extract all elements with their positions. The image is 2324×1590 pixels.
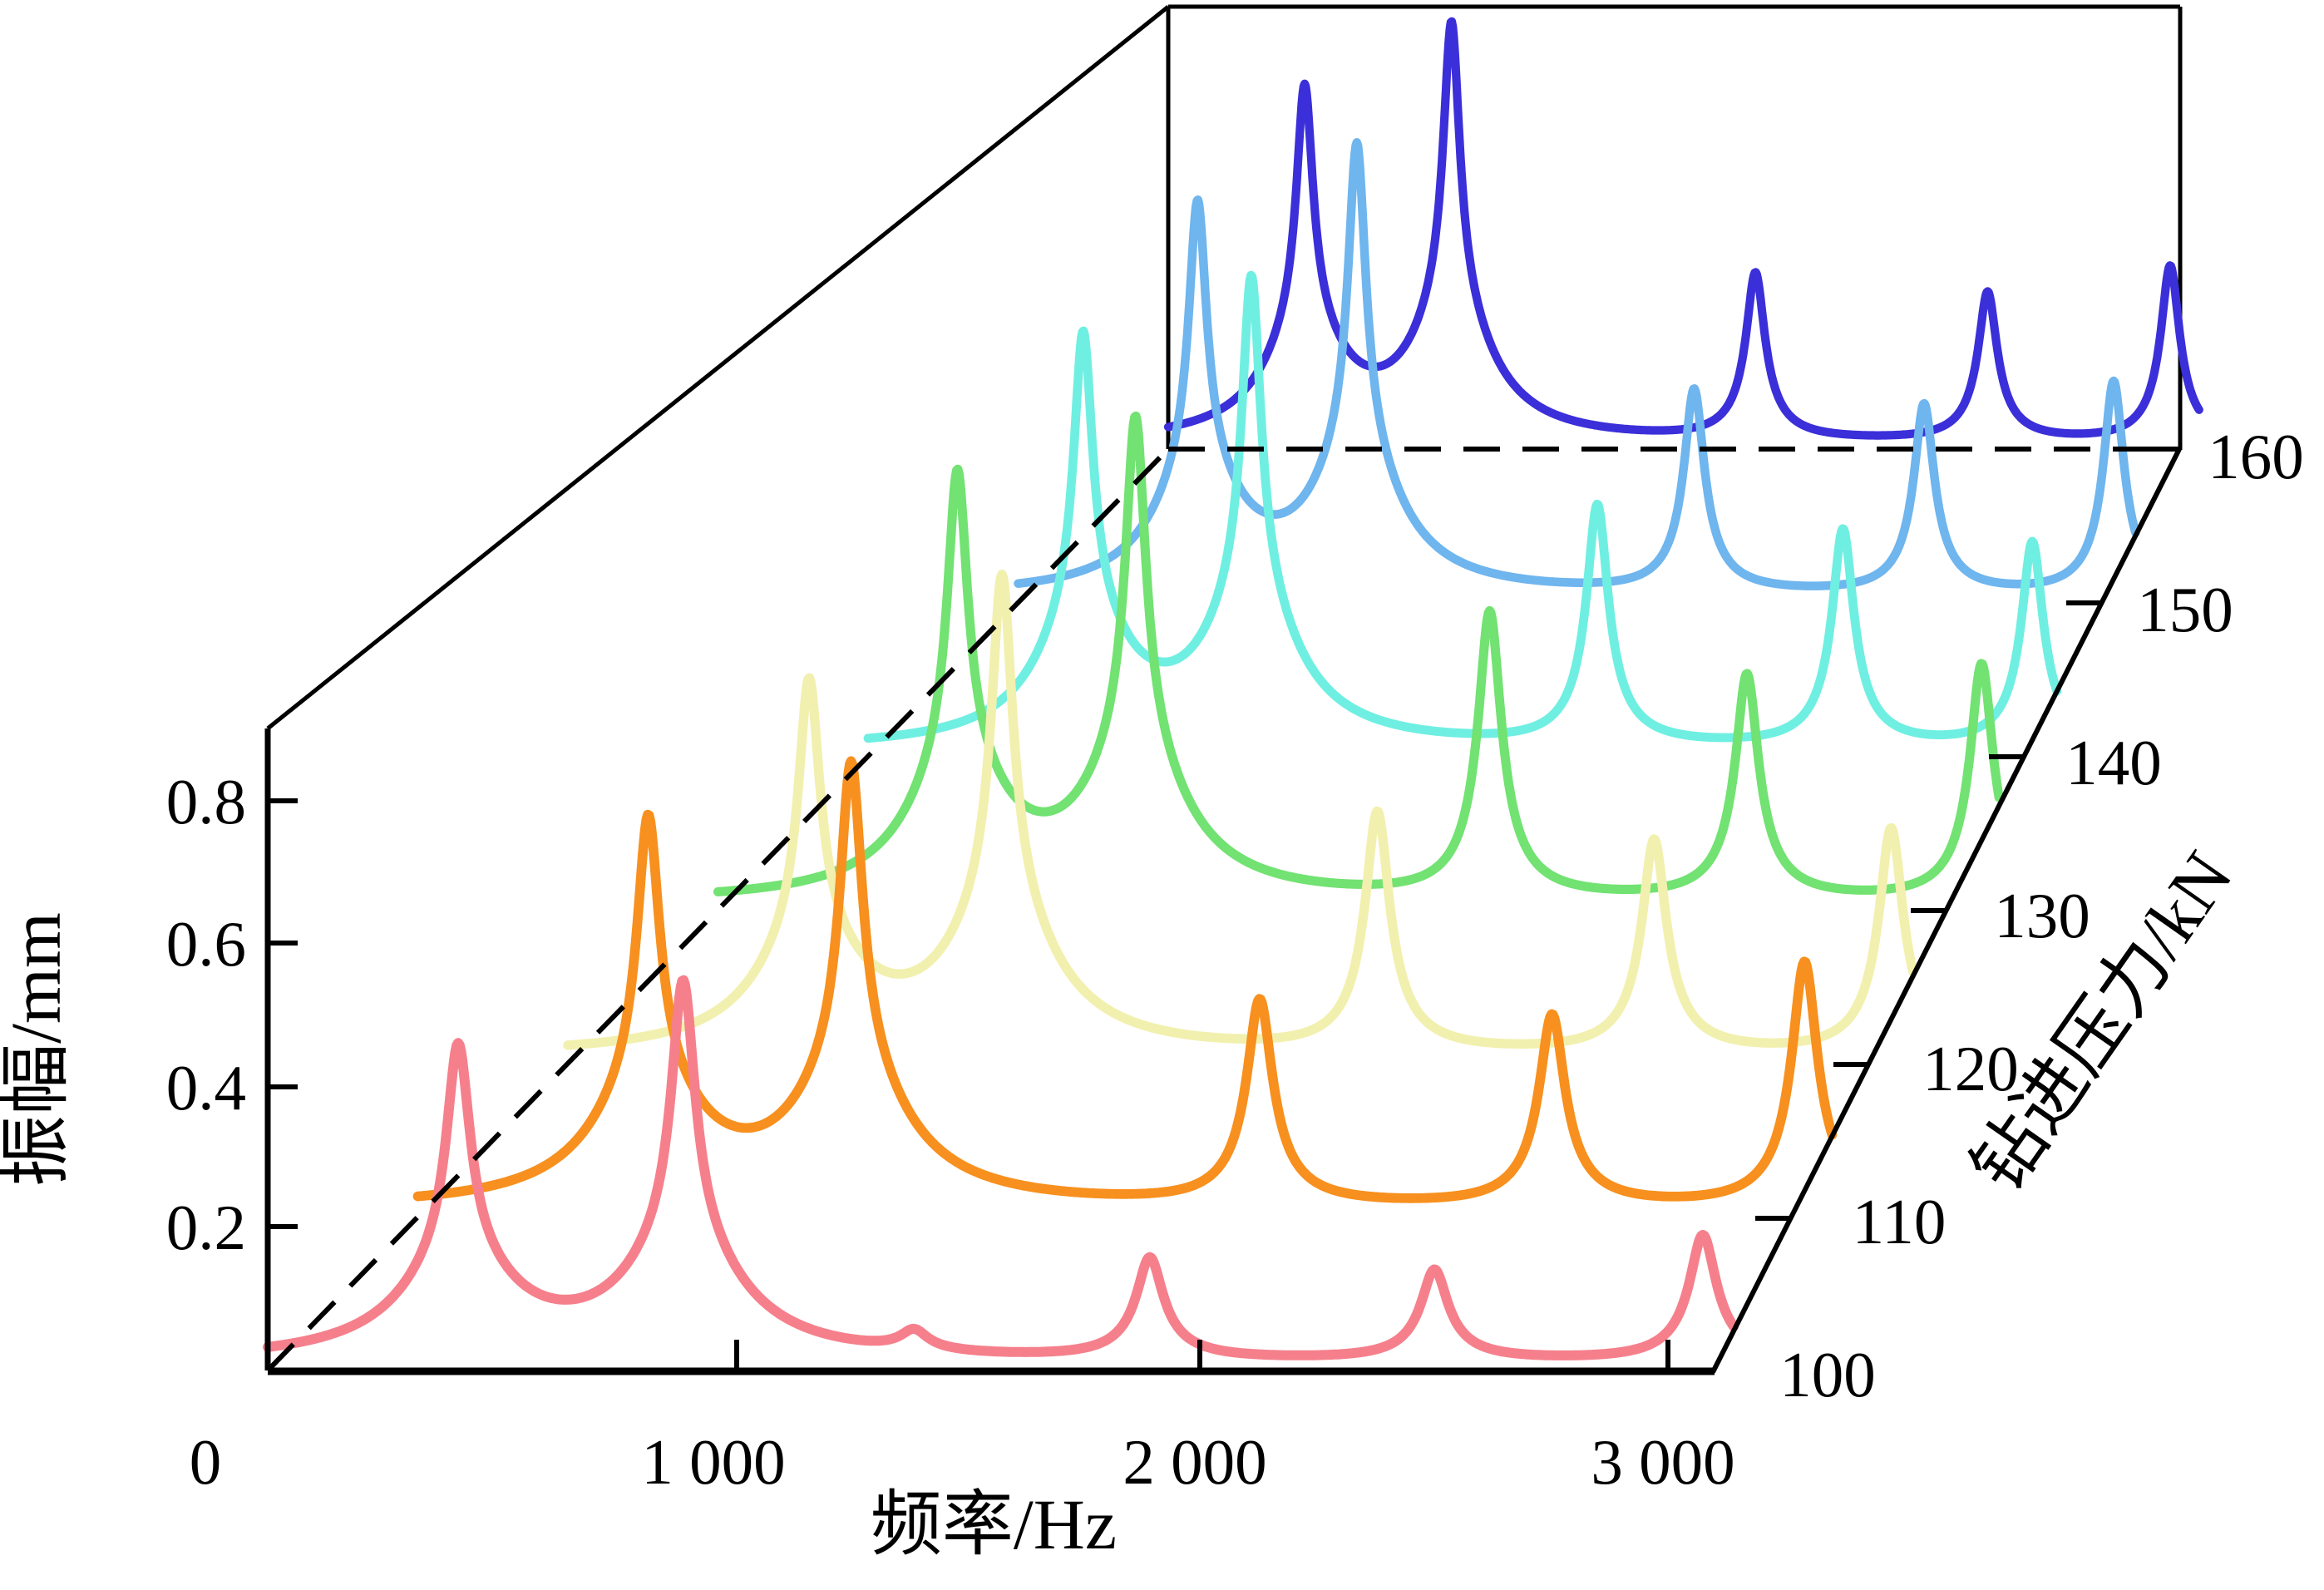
x-tick-label-1000: 1 000 — [641, 1426, 785, 1498]
box-edge-0 — [266, 5, 1170, 730]
x-tick-label-3000: 3 000 — [1591, 1426, 1734, 1498]
x-tick-label-0: 0 — [190, 1426, 222, 1498]
x-axis-title: 频率/Hz — [871, 1484, 1117, 1564]
y-tick-label-0.8: 0.8 — [166, 766, 246, 837]
z-tick-label-130: 130 — [1994, 880, 2090, 951]
z-tick-label-140: 140 — [2065, 727, 2162, 798]
spectrum-curve-120kN — [563, 570, 1918, 1050]
y-tick-label-0.4: 0.4 — [166, 1052, 246, 1123]
spectrum-curve-110kN — [412, 756, 1838, 1203]
x-tick-label-2000: 2 000 — [1123, 1426, 1266, 1498]
z-tick-label-160: 160 — [2208, 421, 2304, 492]
z-tick-label-110: 110 — [1853, 1186, 1947, 1257]
z-tick-label-120: 120 — [1922, 1033, 2019, 1104]
y-tick-label-0.6: 0.6 — [166, 908, 246, 980]
box-dashed-edge-0 — [265, 447, 1171, 1373]
z-tick-label-100: 100 — [1779, 1339, 1876, 1410]
z-tick-label-150: 150 — [2137, 574, 2233, 645]
spectrum-curve-150kN — [1014, 138, 2140, 590]
z-axis-line — [1710, 447, 2182, 1374]
y-axis-title: 振幅/mm — [0, 912, 76, 1187]
spectrum-curve-140kN — [863, 270, 2062, 743]
y-tick-label-0.2: 0.2 — [166, 1192, 246, 1263]
spectrum-curve-130kN — [713, 411, 2004, 896]
spectrum-curve-100kN — [263, 975, 1739, 1360]
